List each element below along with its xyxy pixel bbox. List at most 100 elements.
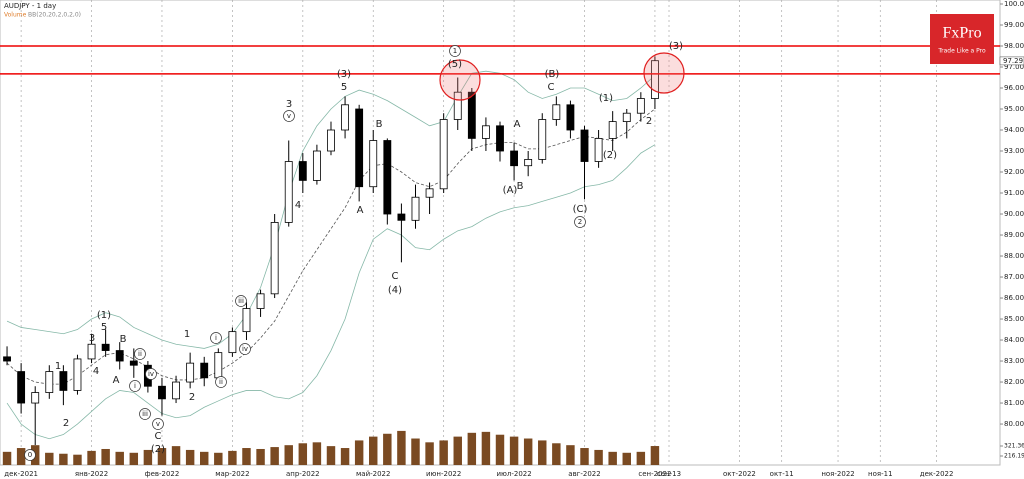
candle-body	[608, 121, 617, 139]
y-tick-label: 90.00	[1004, 210, 1024, 218]
candle-body	[439, 119, 448, 190]
candle-body	[3, 356, 11, 362]
y-tick-label: 80.00	[1004, 420, 1024, 428]
wave-circle	[152, 418, 164, 430]
volume-bar	[45, 452, 54, 465]
wave-label: 0	[28, 451, 32, 459]
volume-bar	[185, 449, 195, 465]
wave-circle	[145, 368, 157, 380]
candle-body	[651, 60, 659, 99]
wave-label: iv	[242, 345, 248, 353]
candle-body	[510, 150, 519, 167]
candle-body	[256, 293, 265, 309]
candle-body	[552, 104, 561, 120]
candle-body	[425, 188, 434, 198]
x-tick-label: май-2022	[356, 470, 390, 478]
x-tick-label: ноя-11	[868, 470, 893, 478]
y-tick-label: 100.00	[1004, 0, 1024, 8]
candle-body	[453, 91, 462, 120]
x-tick-label: сен-2022	[638, 470, 671, 478]
candle-body	[481, 125, 490, 139]
wave-label: ii	[138, 350, 142, 358]
volume-bar	[16, 448, 26, 465]
wave-circle	[283, 110, 295, 122]
y-tick-label: 92.00	[1004, 168, 1024, 176]
candle-body	[73, 358, 82, 391]
wave-label: 2	[63, 418, 69, 429]
volume-bar	[157, 448, 167, 465]
y-tick-label: 83.00	[1004, 357, 1024, 365]
y-tick-label: 96.00	[1004, 84, 1024, 92]
candle-body	[580, 129, 589, 162]
volume-bar	[87, 450, 96, 465]
volume-bar	[608, 451, 617, 465]
wave-label: v	[156, 420, 160, 428]
wave-label: iii	[238, 297, 244, 305]
wave-circle	[574, 216, 586, 228]
wave-label: (3)	[337, 69, 351, 80]
chart-title: AUDJPY - 1 day	[4, 2, 56, 10]
volume-bar	[566, 445, 575, 465]
band-lower	[6, 144, 656, 440]
y-tick-label: 95.00	[1004, 105, 1024, 113]
wave-label: B	[376, 119, 383, 130]
wave-label: (3)	[669, 41, 683, 52]
wave-label: B	[120, 334, 127, 345]
wave-circle	[215, 376, 227, 388]
candle-body	[327, 129, 335, 152]
volume-bar	[538, 440, 547, 465]
wave-label: A	[357, 205, 364, 216]
wave-label: 5	[341, 82, 347, 93]
candle-body	[636, 98, 645, 114]
wave-label: C	[392, 271, 399, 282]
candle-body	[214, 352, 223, 379]
x-tick-label: апр-2022	[286, 470, 320, 478]
y-tick-label: 93.00	[1004, 147, 1024, 155]
volume-bar	[171, 446, 181, 465]
volume-bar	[101, 448, 110, 465]
wave-label: 1	[184, 329, 190, 340]
x-tick-label: авг-2022	[568, 470, 600, 478]
candle-body	[312, 150, 321, 181]
wave-label: 1	[453, 47, 457, 55]
candle-body	[200, 362, 209, 379]
volume-bar	[242, 448, 251, 465]
wave-label: 5	[101, 322, 107, 333]
logo-box	[930, 14, 994, 64]
volume-bar	[312, 442, 322, 465]
volume-bar	[340, 448, 350, 465]
candle-body	[298, 161, 307, 181]
x-tick-label: июн-2022	[426, 470, 461, 478]
wave-label: 3	[89, 333, 95, 344]
volume-bar	[115, 451, 124, 465]
logo: FxPro	[942, 25, 981, 42]
candle-body	[397, 213, 406, 221]
candle-body	[355, 108, 364, 188]
y-tick-label: 82.00	[1004, 378, 1024, 386]
volume-bar	[509, 436, 519, 465]
volume-bar	[214, 452, 223, 465]
wave-circle	[24, 449, 36, 461]
wave-label: 1	[55, 361, 61, 372]
volume-bar	[228, 450, 237, 465]
volume-bar	[298, 443, 308, 465]
candle-body	[158, 385, 166, 400]
highlight-circle	[439, 59, 481, 101]
volume-tick-label: 216.19	[1004, 453, 1024, 460]
volume-bar	[143, 449, 153, 465]
wave-label: (A)	[503, 185, 518, 196]
wave-circle	[235, 295, 247, 307]
volume-bar	[200, 451, 209, 465]
indicator-label: BB(20,20,2,0,2,0)	[28, 12, 81, 19]
candle-body	[59, 371, 68, 391]
wave-label: i	[215, 334, 217, 342]
y-tick-label: 81.00	[1004, 399, 1024, 407]
candle-body	[538, 119, 547, 160]
wave-label: 2	[578, 218, 582, 226]
volume-bar	[636, 451, 646, 465]
y-tick-label: 88.00	[1004, 252, 1024, 260]
volume-bar	[369, 436, 378, 465]
y-tick-label: 89.00	[1004, 231, 1024, 239]
candle-body	[186, 362, 195, 383]
